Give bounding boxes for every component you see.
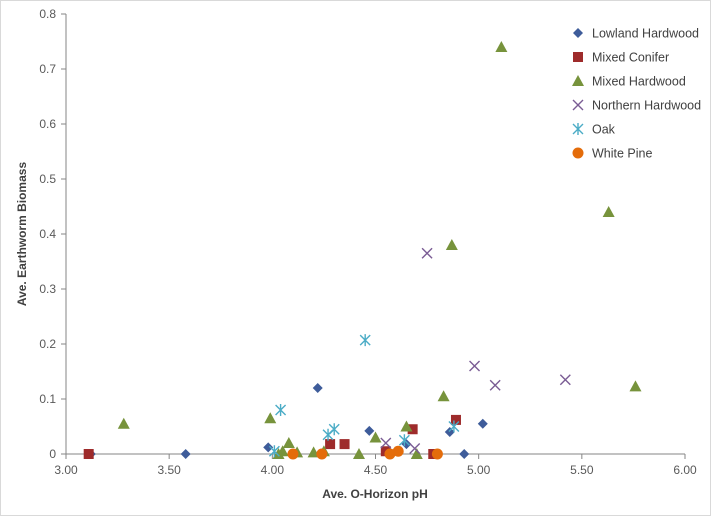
legend-label: Lowland Hardwood: [592, 27, 699, 41]
legend-label: Mixed Hardwood: [592, 75, 686, 89]
x-axis-title: Ave. O-Horizon pH: [322, 487, 428, 501]
y-tick-label: 0.2: [39, 337, 56, 351]
data-point: [359, 334, 371, 347]
data-point: [602, 206, 615, 217]
legend-label: Northern Hardwood: [592, 99, 701, 113]
y-tick-label: 0: [49, 447, 56, 461]
data-point: [276, 445, 289, 457]
data-point: [459, 449, 470, 459]
data-point: [328, 423, 340, 436]
data-point: [450, 414, 461, 425]
data-point: [117, 417, 130, 429]
data-point: [448, 420, 460, 433]
y-axis-title: Ave. Earthworm Biomass: [15, 162, 29, 307]
data-point: [407, 424, 418, 435]
data-point: [431, 448, 443, 460]
data-point: [559, 374, 571, 386]
x-tick-label: 4.50: [364, 463, 388, 477]
series-northern-hardwood: [380, 247, 571, 454]
x-tick-label: 3.50: [157, 463, 181, 477]
data-point: [380, 437, 392, 449]
x-tick-label: 5.00: [467, 463, 491, 477]
data-point: [325, 439, 336, 450]
legend-marker: [572, 123, 584, 135]
data-point: [445, 239, 458, 250]
y-tick-label: 0.5: [39, 172, 56, 186]
data-point: [629, 380, 642, 392]
data-point: [364, 425, 375, 436]
y-tick-label: 0.1: [39, 392, 56, 406]
data-point: [410, 448, 423, 459]
y-tick-label: 0.7: [39, 62, 56, 76]
x-tick-label: 5.50: [570, 463, 594, 477]
legend-label: Mixed Conifer: [592, 51, 669, 65]
data-point: [409, 443, 421, 454]
legend-marker: [572, 75, 584, 86]
series-lowland-hardwood: [85, 383, 488, 459]
series-oak: [268, 334, 460, 458]
data-point: [437, 390, 450, 402]
legend-label: Oak: [592, 123, 616, 137]
plot-points: [83, 41, 642, 460]
legend-marker: [572, 147, 584, 159]
data-point: [339, 439, 350, 450]
data-point: [398, 434, 410, 447]
legend-label: White Pine: [592, 147, 652, 161]
data-point: [263, 442, 274, 453]
series-white-pine: [287, 445, 443, 460]
y-tick-label: 0.6: [39, 117, 56, 131]
data-point: [421, 247, 433, 259]
data-point: [400, 420, 413, 432]
data-point: [268, 445, 280, 458]
x-tick-label: 3.00: [54, 463, 78, 477]
x-tick-label: 6.00: [673, 463, 697, 477]
data-point: [392, 445, 404, 457]
y-tick-label: 0.8: [39, 7, 56, 21]
y-tick-label: 0.3: [39, 282, 56, 296]
data-point: [282, 437, 295, 448]
data-point: [444, 427, 455, 437]
legend: Lowland Hardwood Mixed Conifer Mixed Hardw…: [572, 27, 701, 161]
data-point: [180, 449, 191, 459]
legend-marker: [573, 52, 583, 62]
x-tick-labels: 3.00 3.50 4.00 4.50 5.00 5.50 6.00: [54, 454, 697, 477]
data-point: [287, 448, 299, 460]
data-point: [316, 448, 328, 460]
data-point: [495, 41, 508, 52]
data-point: [369, 431, 382, 443]
data-point: [275, 404, 287, 416]
data-point: [264, 412, 277, 424]
data-point: [83, 449, 94, 459]
x-tick-label: 4.00: [261, 463, 285, 477]
data-point: [489, 379, 501, 391]
legend-marker: [572, 99, 584, 111]
data-point: [477, 418, 488, 429]
y-tick-labels: 0 0.1 0.2 0.3 0.4 0.5 0.6 0.7 0.8: [39, 7, 66, 461]
data-point: [469, 360, 481, 372]
legend-marker: [573, 28, 583, 38]
data-point: [352, 448, 365, 459]
data-point: [312, 383, 323, 393]
y-tick-label: 0.4: [39, 227, 56, 241]
data-point: [384, 448, 396, 460]
